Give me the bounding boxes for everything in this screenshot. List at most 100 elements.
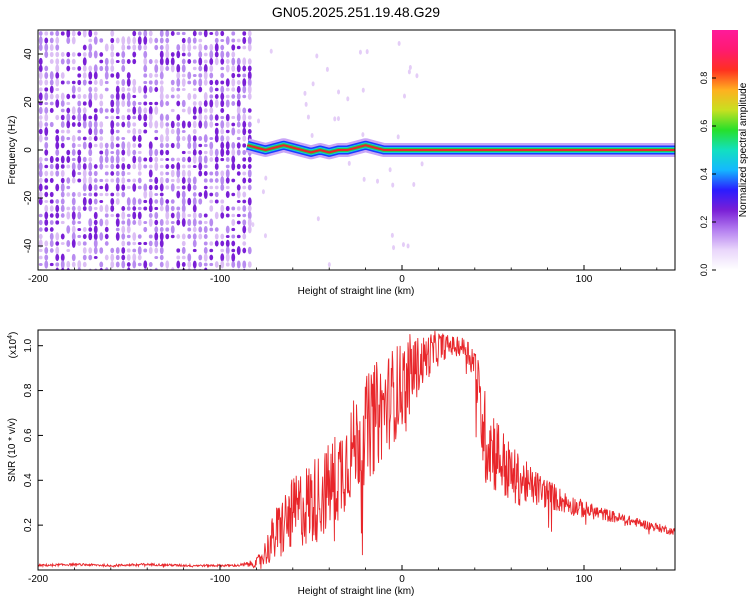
- spectrogram-noise-cell: [44, 50, 49, 59]
- spectrogram-noise-cell: [110, 37, 115, 44]
- colorbar-tick-label: 0.0: [699, 264, 709, 277]
- spectrogram-noise-cell: [55, 212, 60, 219]
- spectrogram-noise-cell: [220, 80, 225, 85]
- spectrogram-noise-cell: [220, 128, 225, 135]
- spectrogram-noise-cell: [236, 184, 241, 191]
- spectrogram-noise-cell: [66, 113, 71, 122]
- spectrogram-noise-cell: [99, 59, 104, 64]
- spectrogram-noise-cell: [77, 220, 82, 225]
- spectrogram-noise-cell: [44, 260, 49, 269]
- spectrogram-noise-cell: [242, 127, 247, 136]
- spectrogram-noise-cell: [170, 31, 175, 36]
- spectrogram-noise-cell: [236, 73, 241, 78]
- y-tick-label: 40: [23, 48, 34, 60]
- y-tick-label: 0.6: [23, 428, 34, 442]
- spectrogram-noise-cell: [132, 197, 137, 206]
- spectrogram-noise-cell: [203, 92, 208, 101]
- spectrogram-noise-cell: [148, 197, 153, 206]
- spectrogram-noise-cell: [88, 227, 93, 232]
- spectrogram-noise-region: [38, 30, 424, 270]
- spectrogram-noise-cell: [82, 226, 87, 233]
- spectrogram-noise-cell: [82, 57, 87, 66]
- spectrogram-noise-cell: [77, 31, 82, 36]
- spectrogram-noise-cell: [225, 246, 230, 255]
- spectrogram-noise-cell: [181, 87, 186, 92]
- spectrogram-noise-cell: [159, 176, 164, 185]
- spectrogram-noise-cell: [198, 149, 203, 156]
- spectrogram-noise-cell: [44, 107, 49, 114]
- spectrogram-noise-cell: [121, 44, 126, 51]
- spectrogram-noise-cell: [137, 150, 142, 155]
- spectrogram-noise-cell: [220, 204, 225, 213]
- spectrogram-noise-cell: [209, 136, 214, 141]
- spectrogram-noise-cell: [187, 261, 192, 268]
- spectrogram-noise-cell: [187, 36, 192, 45]
- spectrogram-noise-cell: [126, 218, 131, 227]
- x-tick-label: -200: [28, 574, 48, 585]
- spectrogram-noise-cell: [93, 246, 98, 255]
- spectrogram-noise-cell: [176, 94, 181, 99]
- spectrogram-noise-cell: [55, 163, 60, 170]
- spectrogram-noise-cell: [242, 241, 247, 246]
- spectrogram-noise-cell: [159, 30, 164, 38]
- spectrogram-noise-cell: [176, 100, 181, 107]
- spectrogram-noise-cell: [247, 43, 252, 52]
- spectrogram-noise-cell: [77, 100, 82, 107]
- spectrogram-noise-cell: [99, 93, 104, 100]
- spectrogram-noise-cell: [93, 178, 98, 183]
- spectrogram-noise-cell: [137, 36, 142, 45]
- spectrogram-noise-cell: [154, 184, 159, 191]
- spectrogram-noise-cell: [170, 199, 175, 204]
- spectrogram-noise-cell: [187, 169, 192, 178]
- spectrogram-noise-cell: [236, 199, 241, 204]
- spectrogram-noise-cell: [49, 163, 54, 170]
- spectrogram-noise-cell: [242, 85, 247, 94]
- spectrogram-noise-cell: [132, 253, 137, 262]
- spectrogram-noise-cell: [66, 65, 71, 72]
- spectrogram-noise-cell: [126, 234, 131, 239]
- spectrogram-noise-cell: [38, 248, 43, 253]
- spectrogram-noise-cell: [77, 240, 82, 247]
- spectrogram-noise-cell: [71, 177, 76, 184]
- spectrogram-noise-cell: [77, 205, 82, 212]
- spectrogram-noise-cell: [104, 178, 109, 183]
- spectrogram-noise-cell: [126, 72, 131, 79]
- spectrogram-noise-cell: [110, 73, 115, 78]
- spectrogram-noise-cell: [104, 213, 109, 218]
- spectrogram-noise-cell: [49, 220, 54, 225]
- spectrogram-noise-cell: [82, 101, 87, 106]
- spectrogram-noise-cell: [121, 114, 126, 121]
- spectrogram-noise-cell: [60, 31, 65, 36]
- spectrogram-noise-cell: [242, 247, 247, 254]
- spectrogram-noise-cell: [257, 118, 261, 124]
- spectrogram-noise-cell: [148, 141, 153, 150]
- spectrogram-noise-cell: [159, 44, 164, 51]
- spectrogram-noise-cell: [203, 170, 208, 177]
- spectrogram-noise-cell: [170, 57, 175, 66]
- spectrogram-noise-cell: [82, 261, 87, 268]
- spectrogram-noise-cell: [94, 268, 98, 270]
- spectrogram-noise-cell: [159, 149, 164, 156]
- spectrogram-noise-cell: [66, 260, 71, 269]
- spectrogram-noise-cell: [143, 50, 148, 59]
- spectrogram-noise-cell: [93, 239, 98, 248]
- spectrogram-noise-cell: [132, 44, 137, 51]
- spectrogram-noise-cell: [44, 185, 49, 190]
- spectrogram-noise-cell: [236, 99, 241, 108]
- spectrogram-noise-cell: [176, 190, 181, 199]
- spectrogram-noise-cell: [77, 86, 82, 93]
- spectrogram-noise-cell: [214, 261, 219, 268]
- colorbar-label: Normalized spectral amplitude: [738, 82, 749, 217]
- spectrogram-noise-cell: [159, 219, 164, 226]
- spectrogram-noise-cell: [66, 192, 71, 197]
- spectrogram-noise-cell: [203, 30, 208, 38]
- spectrogram-noise-cell: [44, 136, 49, 141]
- spectrogram-noise-cell: [115, 149, 120, 156]
- spectrogram-noise-cell: [242, 163, 247, 170]
- spectrogram-noise-cell: [49, 37, 54, 44]
- spectrogram-noise-cell: [187, 164, 192, 169]
- spectrogram-noise-cell: [236, 136, 241, 141]
- spectrogram-noise-cell: [181, 73, 186, 78]
- spectrogram-noise-cell: [192, 128, 197, 135]
- spectrogram-noise-cell: [337, 89, 341, 95]
